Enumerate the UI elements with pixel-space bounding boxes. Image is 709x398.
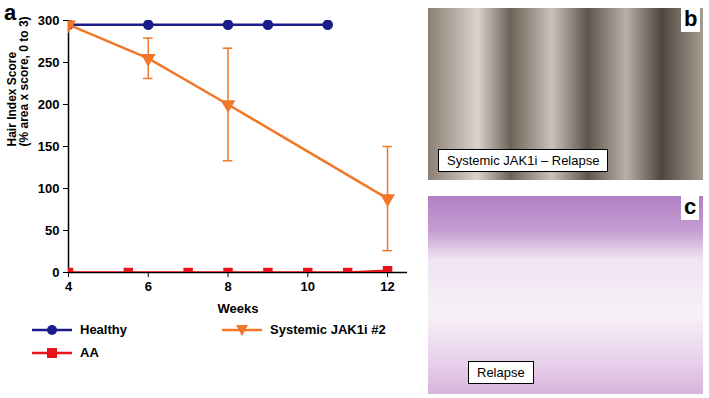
svg-text:250: 250	[38, 55, 60, 70]
svg-text:200: 200	[38, 97, 60, 112]
svg-text:50: 50	[45, 223, 59, 238]
svg-text:300: 300	[38, 13, 60, 28]
svg-text:Hair Index Score(% area x scor: Hair Index Score(% area x score, 0 to 3)	[5, 16, 31, 146]
svg-text:150: 150	[38, 139, 60, 154]
svg-text:4: 4	[65, 279, 73, 294]
svg-text:Weeks: Weeks	[218, 301, 259, 316]
svg-text:100: 100	[38, 181, 60, 196]
svg-text:10: 10	[301, 279, 315, 294]
svg-text:6: 6	[145, 279, 152, 294]
svg-text:8: 8	[224, 279, 231, 294]
svg-text:0: 0	[52, 265, 59, 280]
svg-text:12: 12	[380, 279, 394, 294]
